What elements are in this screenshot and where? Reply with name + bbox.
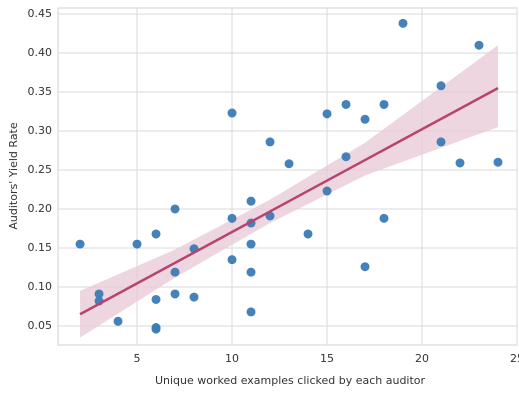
point — [246, 239, 256, 249]
point — [227, 255, 237, 265]
point — [75, 239, 85, 249]
confidence-band — [80, 45, 499, 338]
point — [360, 114, 370, 124]
x-tick-label: 25 — [510, 352, 519, 365]
y-tick-label: 0.20 — [28, 202, 53, 215]
point — [436, 81, 446, 91]
point — [170, 289, 180, 299]
point — [94, 289, 104, 299]
y-tick-label: 0.05 — [28, 319, 53, 332]
point — [113, 316, 123, 326]
point — [170, 204, 180, 214]
point — [436, 137, 446, 147]
point — [341, 99, 351, 109]
point — [303, 229, 313, 239]
point — [322, 186, 332, 196]
point — [170, 267, 180, 277]
point — [265, 137, 275, 147]
x-axis-label: Unique worked examples clicked by each a… — [155, 374, 426, 387]
point — [132, 239, 142, 249]
point — [151, 229, 161, 239]
point — [493, 157, 503, 167]
y-tick-label: 0.10 — [28, 280, 53, 293]
point — [379, 99, 389, 109]
point — [284, 159, 294, 169]
point — [455, 158, 465, 168]
x-tick-label: 15 — [320, 352, 334, 365]
y-tick-label: 0.40 — [28, 46, 53, 59]
point — [189, 292, 199, 302]
point — [341, 152, 351, 162]
point — [151, 294, 161, 304]
y-tick-label: 0.30 — [28, 124, 53, 137]
point — [398, 18, 408, 28]
x-tick-label: 5 — [134, 352, 141, 365]
point — [474, 40, 484, 50]
regression-line — [79, 86, 499, 316]
point — [379, 213, 389, 223]
point — [246, 307, 256, 317]
point — [227, 213, 237, 223]
point — [246, 196, 256, 206]
y-tick-label: 0.15 — [28, 241, 53, 254]
y-tick-label: 0.25 — [28, 163, 53, 176]
x-tick-label: 20 — [415, 352, 429, 365]
y-axis-label: Auditors' Yield Rate — [7, 122, 20, 229]
point — [246, 267, 256, 277]
x-tick-label: 10 — [225, 352, 239, 365]
point — [360, 262, 370, 272]
y-tick-label: 0.35 — [28, 85, 53, 98]
point — [151, 324, 161, 334]
y-tick-label: 0.45 — [28, 7, 53, 20]
point — [227, 108, 237, 118]
point — [322, 109, 332, 119]
